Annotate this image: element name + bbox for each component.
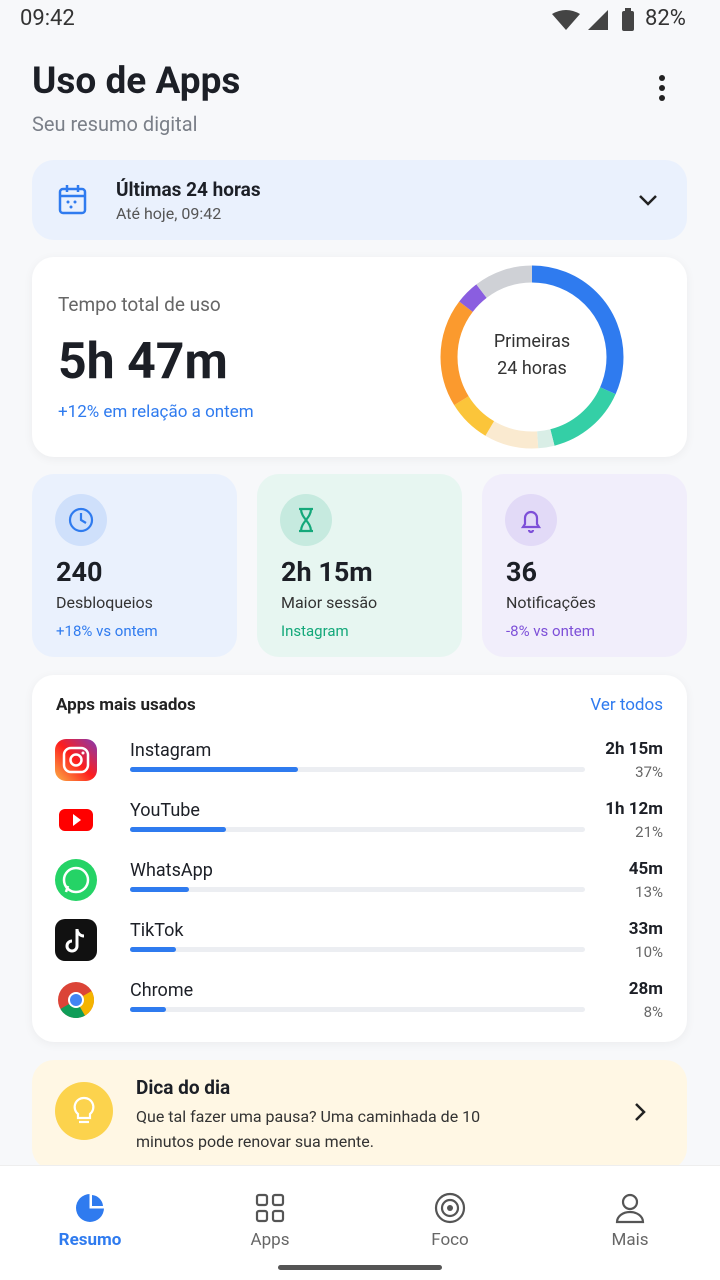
period-selector[interactable]: Últimas 24 horas Até hoje, 09:42	[32, 160, 687, 240]
stat-icon	[505, 494, 557, 546]
app-icon	[55, 739, 97, 781]
app-share: 21%	[635, 823, 663, 841]
total-value: 5h 47m	[58, 333, 228, 391]
stat-value: 36	[506, 556, 537, 588]
status-time: 09:42	[20, 6, 75, 31]
tip-text: Que tal fazer uma pausa? Uma caminhada d…	[136, 1107, 481, 1151]
stat-note: +18% vs ontem	[56, 622, 158, 640]
usage-bar	[130, 947, 176, 952]
nav-icon	[434, 1192, 466, 1224]
usage-bar	[130, 887, 190, 892]
nav-icon	[255, 1193, 285, 1223]
donut-label: 24 horas	[497, 358, 567, 379]
app-icon	[58, 982, 95, 1019]
nav-label: Mais	[611, 1230, 649, 1250]
donut-label: Primeiras	[494, 331, 570, 352]
nav-label: Resumo	[58, 1230, 122, 1250]
status-icons	[552, 8, 634, 31]
stat-card: 36 Notificações -8% vs ontem	[482, 474, 687, 657]
bar-track	[130, 887, 585, 892]
chevron-down	[639, 195, 657, 206]
nav-item[interactable]: Apps	[210, 1190, 330, 1260]
total-change: +12% em relação a ontem	[58, 402, 254, 422]
tip-card[interactable]: Dica do dia Que tal fazer uma pausa? Uma…	[32, 1060, 687, 1170]
app-time: 45m	[628, 859, 663, 879]
app-share: 10%	[635, 943, 663, 961]
tip-title: Dica do dia	[136, 1076, 231, 1099]
stat-label: Maior sessão	[281, 593, 378, 612]
stat-value: 2h 15m	[281, 556, 373, 588]
app-share: 37%	[635, 763, 663, 781]
bar-track	[130, 1007, 585, 1012]
stat-icon	[55, 494, 107, 546]
app-icon	[55, 919, 97, 961]
app-share: 13%	[635, 883, 663, 901]
app-row[interactable]: Instagram 2h 15m 37%	[32, 737, 687, 787]
nav-item[interactable]: Mais	[570, 1190, 690, 1260]
top-apps-title: Apps mais usados	[56, 695, 196, 715]
total-card: Tempo total de uso 5h 47m +12% em relaçã…	[32, 257, 687, 457]
bar-track	[130, 947, 585, 952]
app-row[interactable]: TikTok 33m 10%	[32, 917, 687, 967]
bottom-nav: Resumo Apps Foco Mais	[0, 1165, 720, 1280]
home-indicator	[278, 1265, 442, 1270]
app-name: Chrome	[130, 980, 194, 1001]
nav-icon	[76, 1193, 105, 1222]
app-time: 33m	[628, 919, 663, 939]
app-row[interactable]: YouTube 1h 12m 21%	[32, 797, 687, 847]
battery-level: 82%	[645, 6, 686, 31]
nav-icon	[615, 1193, 645, 1224]
usage-bar	[130, 1007, 167, 1012]
app-time: 1h 12m	[605, 799, 663, 819]
app-name: TikTok	[130, 920, 184, 941]
stat-note: -8% vs ontem	[506, 622, 595, 640]
app-name: WhatsApp	[130, 860, 213, 881]
app-name: Instagram	[130, 740, 212, 761]
page-title: Uso de Apps	[32, 60, 241, 103]
page-subtitle: Seu resumo digital	[32, 112, 198, 136]
app-share: 8%	[643, 1003, 663, 1021]
nav-label: Apps	[250, 1230, 290, 1250]
chevron-right	[635, 1103, 646, 1121]
bar-track	[130, 767, 585, 772]
stat-card: 2h 15m Maior sessão Instagram	[257, 474, 462, 657]
stat-label: Desbloqueios	[56, 593, 153, 612]
usage-donut: Primeiras 24 horas	[440, 265, 624, 449]
stat-card: 240 Desbloqueios +18% vs ontem	[32, 474, 237, 657]
calendar-icon	[58, 185, 87, 215]
period-title: Últimas 24 horas	[116, 178, 261, 201]
usage-bar	[130, 827, 226, 832]
app-icon	[55, 859, 97, 901]
nav-label: Foco	[431, 1230, 469, 1250]
more-menu[interactable]	[650, 74, 674, 104]
app-time: 28m	[628, 979, 663, 999]
app-time: 2h 15m	[605, 739, 663, 759]
see-all-link[interactable]: Ver todos	[590, 695, 663, 715]
app-row[interactable]: WhatsApp 45m 13%	[32, 857, 687, 907]
app-row[interactable]: Chrome 28m 8%	[32, 977, 687, 1027]
stat-label: Notificações	[506, 593, 596, 612]
app-icon	[59, 809, 93, 831]
stat-value: 240	[56, 556, 103, 588]
total-label: Tempo total de uso	[58, 293, 221, 316]
nav-item[interactable]: Foco	[390, 1190, 510, 1260]
lightbulb-icon	[55, 1082, 113, 1140]
nav-item[interactable]: Resumo	[30, 1190, 150, 1260]
stat-note: Instagram	[281, 622, 349, 640]
top-apps-card: Apps mais usados Ver todos Instagram 2h …	[32, 675, 687, 1042]
bar-track	[130, 827, 585, 832]
app-name: YouTube	[130, 800, 200, 821]
period-subtitle: Até hoje, 09:42	[116, 204, 222, 223]
usage-bar	[130, 767, 299, 772]
stat-icon	[280, 494, 332, 546]
